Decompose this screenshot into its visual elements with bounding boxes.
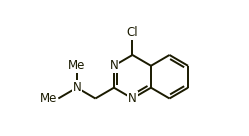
Text: N: N [72, 81, 81, 94]
Text: Cl: Cl [127, 26, 138, 39]
Text: N: N [110, 59, 118, 72]
Text: —: — [44, 91, 58, 106]
Text: N: N [128, 92, 137, 105]
Text: Me: Me [68, 59, 86, 72]
Text: Me: Me [40, 92, 58, 105]
